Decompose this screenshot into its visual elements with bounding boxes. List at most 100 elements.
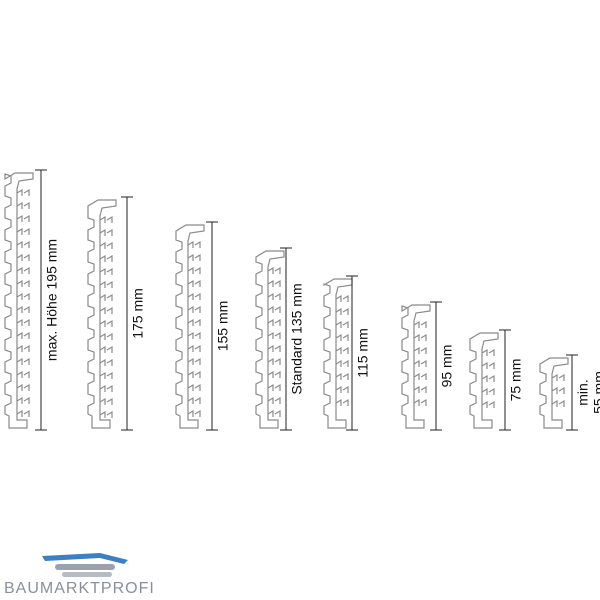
profile-rib [335, 294, 349, 302]
profile-rib [16, 253, 30, 261]
dimension-label: 75 mm [508, 359, 524, 402]
profile-outline [539, 357, 569, 429]
profile-rib [187, 383, 201, 391]
profile-rib [267, 279, 281, 287]
profile-rib [16, 305, 30, 313]
profile-rib [413, 320, 427, 328]
profile-rib [267, 266, 281, 274]
logo-roof [42, 553, 128, 564]
dimension-label: Standard 135 mm [289, 283, 305, 394]
dimension-label: 155 mm [215, 301, 231, 352]
profile-rib [551, 373, 565, 381]
dimension-label: 115 mm [355, 328, 371, 378]
profile-rib [335, 320, 349, 328]
profile: Standard 135 mm [255, 247, 305, 431]
profile-rib [16, 344, 30, 352]
profile-rib [99, 267, 113, 275]
profile-rib [267, 383, 281, 391]
profile-rib [551, 386, 565, 394]
profile-rib [99, 332, 113, 340]
profile-rib [551, 399, 565, 407]
profile-rib [187, 396, 201, 404]
profile-rib [267, 318, 281, 326]
profile-rib [481, 387, 495, 395]
profile-rib [99, 345, 113, 353]
logo-bar [55, 564, 115, 570]
profile-rib [481, 348, 495, 356]
profile: 115 mm [323, 275, 371, 431]
profile-rib [187, 240, 201, 248]
profile-rib [99, 228, 113, 236]
profile-rib [267, 396, 281, 404]
logo: BAUMARKTPROFI [4, 553, 155, 597]
profile-rib [413, 372, 427, 380]
profile-outline [255, 250, 285, 429]
dimension-label: max. Höhe 195 mm [44, 239, 60, 361]
profile-rib [335, 346, 349, 354]
profile-rib [99, 358, 113, 366]
profile-rib [335, 398, 349, 406]
profile-rib [16, 396, 30, 404]
profile-outline [175, 224, 205, 429]
profile-rib [16, 266, 30, 274]
profile-rib [187, 344, 201, 352]
profile-outline [4, 172, 34, 429]
profile-rib [481, 374, 495, 382]
profile-rib [335, 307, 349, 315]
profile-rib [187, 253, 201, 261]
profile-rib [187, 305, 201, 313]
profile-rib [16, 357, 30, 365]
profile-rib [267, 344, 281, 352]
logo-text: BAUMARKTPROFI [4, 580, 155, 597]
profile-rib [413, 346, 427, 354]
dimension-label: min. [575, 379, 591, 405]
profile-rib [187, 409, 201, 417]
profile-outline [469, 332, 499, 429]
profile-rib [481, 400, 495, 408]
profile-rib [16, 188, 30, 196]
profile-rib [187, 266, 201, 274]
profile-outline [323, 278, 353, 429]
profile-rib [267, 409, 281, 417]
profile-rib [99, 241, 113, 249]
profile: 175 mm [87, 196, 146, 431]
profile-rib [99, 306, 113, 314]
profile-rib [99, 293, 113, 301]
profile: min.55 mm [539, 354, 600, 431]
profile-rib [335, 359, 349, 367]
profile-rib [187, 318, 201, 326]
profile-rib [187, 370, 201, 378]
profile-rib [187, 357, 201, 365]
profile-outline [401, 304, 431, 429]
profile: 75 mm [469, 329, 524, 431]
profile-rib [187, 331, 201, 339]
profile-rib [16, 409, 30, 417]
profile: 155 mm [175, 221, 231, 431]
profile-rib [413, 359, 427, 367]
profile-rib [16, 383, 30, 391]
profile-rib [481, 361, 495, 369]
profile-outline [87, 199, 117, 429]
profile-rib [187, 279, 201, 287]
profile-rib [16, 227, 30, 235]
profile-rib [267, 305, 281, 313]
profile-rib [413, 385, 427, 393]
profile-rib [187, 292, 201, 300]
profile-rib [99, 397, 113, 405]
dimension-label: 175 mm [130, 288, 146, 339]
profile-rib [99, 410, 113, 418]
profile-rib [16, 370, 30, 378]
profile-rib [16, 331, 30, 339]
profile-rib [16, 214, 30, 222]
profile-rib [335, 333, 349, 341]
profile: max. Höhe 195 mm [4, 169, 60, 431]
profile-rib [335, 385, 349, 393]
profile-rib [267, 357, 281, 365]
profile-rib [16, 201, 30, 209]
profile-rib [267, 331, 281, 339]
profile-rib [99, 384, 113, 392]
profile-rib [267, 370, 281, 378]
profile-rib [99, 371, 113, 379]
logo-bar [62, 572, 112, 577]
